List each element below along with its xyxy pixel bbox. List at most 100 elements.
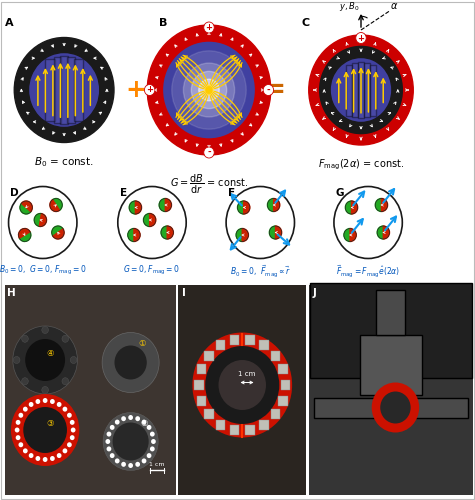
Text: +: + xyxy=(206,23,212,32)
Circle shape xyxy=(192,332,292,438)
Wedge shape xyxy=(238,201,244,214)
Text: 1 cm: 1 cm xyxy=(238,371,256,377)
Circle shape xyxy=(110,453,114,458)
FancyBboxPatch shape xyxy=(364,63,370,117)
FancyBboxPatch shape xyxy=(314,398,468,417)
Text: $B_0=0$,  $\vec{F}_{\mathrm{mag}} \propto \vec{r}$: $B_0=0$, $\vec{F}_{\mathrm{mag}} \propto… xyxy=(230,264,291,280)
Circle shape xyxy=(70,420,75,425)
Circle shape xyxy=(128,463,133,468)
Circle shape xyxy=(144,84,155,96)
Circle shape xyxy=(204,85,214,95)
Circle shape xyxy=(204,22,214,33)
Circle shape xyxy=(62,378,68,384)
Wedge shape xyxy=(267,198,274,211)
Circle shape xyxy=(25,339,65,381)
Wedge shape xyxy=(269,226,276,239)
Circle shape xyxy=(42,386,48,394)
Text: +: + xyxy=(146,86,153,94)
Wedge shape xyxy=(165,198,171,211)
Circle shape xyxy=(199,79,219,101)
FancyBboxPatch shape xyxy=(60,56,68,124)
Circle shape xyxy=(113,422,149,461)
Text: D: D xyxy=(10,188,19,198)
Wedge shape xyxy=(19,232,31,241)
Wedge shape xyxy=(375,198,381,211)
FancyBboxPatch shape xyxy=(271,350,280,360)
Circle shape xyxy=(380,392,410,424)
Circle shape xyxy=(142,458,146,464)
Wedge shape xyxy=(383,226,390,239)
Text: $G=0$, $F_{\mathrm{mag}}=0$: $G=0$, $F_{\mathrm{mag}}=0$ xyxy=(124,264,180,276)
FancyBboxPatch shape xyxy=(5,285,176,495)
Wedge shape xyxy=(161,226,167,239)
FancyBboxPatch shape xyxy=(230,335,239,345)
FancyBboxPatch shape xyxy=(74,59,83,121)
Wedge shape xyxy=(129,201,135,214)
Wedge shape xyxy=(350,228,356,241)
Circle shape xyxy=(172,51,246,129)
FancyBboxPatch shape xyxy=(216,340,225,350)
Circle shape xyxy=(57,453,62,458)
Circle shape xyxy=(43,398,48,403)
Text: 1 cm: 1 cm xyxy=(149,462,164,467)
FancyBboxPatch shape xyxy=(204,410,214,420)
FancyBboxPatch shape xyxy=(352,63,358,117)
Text: ④: ④ xyxy=(46,349,54,358)
Circle shape xyxy=(147,453,152,458)
Circle shape xyxy=(11,394,79,466)
Circle shape xyxy=(43,457,48,462)
Wedge shape xyxy=(135,201,142,214)
Wedge shape xyxy=(128,228,134,241)
Wedge shape xyxy=(345,201,352,214)
Text: F: F xyxy=(228,188,235,198)
FancyBboxPatch shape xyxy=(370,64,376,116)
Circle shape xyxy=(22,336,28,342)
Circle shape xyxy=(115,420,120,424)
Wedge shape xyxy=(39,214,47,226)
Circle shape xyxy=(28,52,100,128)
Wedge shape xyxy=(53,229,64,239)
Wedge shape xyxy=(244,201,250,214)
Circle shape xyxy=(16,435,20,440)
Circle shape xyxy=(115,458,120,464)
FancyBboxPatch shape xyxy=(278,396,288,406)
Circle shape xyxy=(19,442,23,447)
Circle shape xyxy=(183,63,235,117)
Text: ②: ② xyxy=(140,420,148,428)
FancyBboxPatch shape xyxy=(360,335,422,395)
Circle shape xyxy=(121,462,126,467)
Circle shape xyxy=(191,72,227,108)
Circle shape xyxy=(330,58,392,122)
Wedge shape xyxy=(52,226,63,236)
Circle shape xyxy=(23,406,28,412)
Text: +: + xyxy=(358,34,364,42)
FancyBboxPatch shape xyxy=(245,335,255,345)
Circle shape xyxy=(36,456,40,461)
Text: E: E xyxy=(120,188,127,198)
Circle shape xyxy=(42,326,48,334)
Circle shape xyxy=(71,428,76,432)
FancyBboxPatch shape xyxy=(197,364,206,374)
Circle shape xyxy=(147,425,152,430)
FancyBboxPatch shape xyxy=(259,340,269,350)
FancyBboxPatch shape xyxy=(310,282,472,378)
Circle shape xyxy=(135,416,140,421)
Circle shape xyxy=(19,413,23,418)
Text: J: J xyxy=(313,288,316,298)
Circle shape xyxy=(204,147,214,158)
Wedge shape xyxy=(352,201,358,214)
FancyBboxPatch shape xyxy=(216,420,225,430)
Wedge shape xyxy=(19,228,30,238)
Wedge shape xyxy=(377,226,383,239)
Wedge shape xyxy=(167,226,173,239)
Circle shape xyxy=(57,402,62,407)
Text: $B_0$ = const.: $B_0$ = const. xyxy=(34,155,94,169)
Circle shape xyxy=(50,456,55,461)
Circle shape xyxy=(67,442,72,448)
Wedge shape xyxy=(20,204,31,214)
Circle shape xyxy=(102,332,159,392)
Circle shape xyxy=(22,378,28,384)
Circle shape xyxy=(13,356,20,364)
Circle shape xyxy=(110,425,114,430)
Circle shape xyxy=(142,420,146,424)
